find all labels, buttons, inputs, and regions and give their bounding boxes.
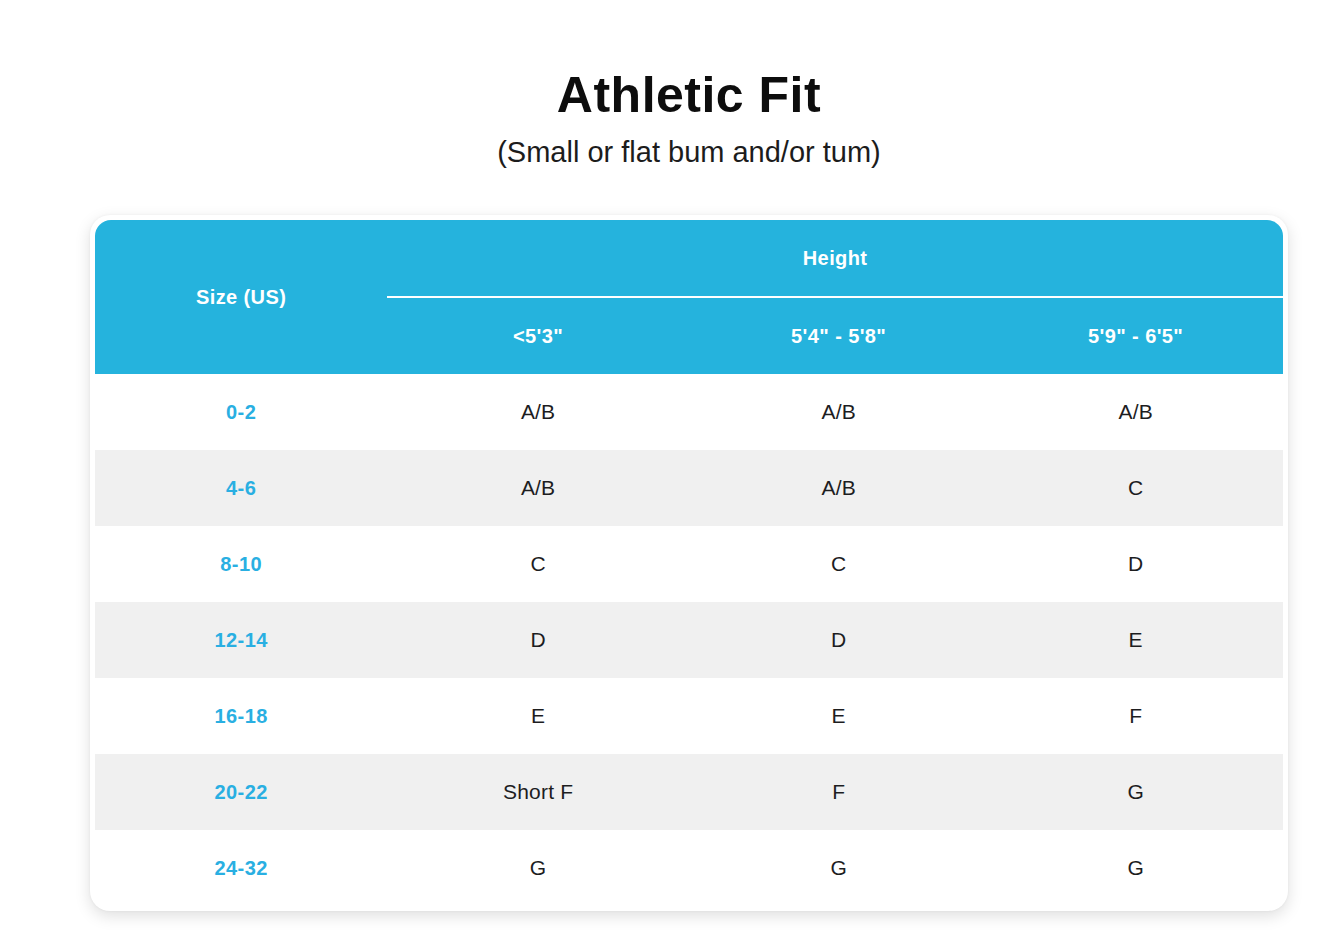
table-row: 20-22 Short F F G bbox=[95, 754, 1283, 830]
size-cell: 20-22 bbox=[95, 781, 387, 804]
cup-cell: E bbox=[689, 704, 988, 728]
cup-cell: A/B bbox=[689, 400, 988, 424]
height-column-header-2: 5'4" - 5'8" bbox=[689, 298, 988, 374]
cup-cell: A/B bbox=[387, 476, 689, 500]
cup-cell: Short F bbox=[387, 780, 689, 804]
cup-cell: C bbox=[689, 552, 988, 576]
size-cell: 16-18 bbox=[95, 705, 387, 728]
cup-cell: E bbox=[988, 628, 1283, 652]
table-header: Size (US) Height <5'3" 5'4" - 5'8" 5'9" … bbox=[95, 220, 1283, 374]
page-title: Athletic Fit bbox=[90, 0, 1288, 124]
table-body: 0-2 A/B A/B A/B 4-6 A/B A/B C 8-10 C C D bbox=[95, 374, 1283, 906]
cup-cell: A/B bbox=[689, 476, 988, 500]
size-chart-table: Size (US) Height <5'3" 5'4" - 5'8" 5'9" … bbox=[95, 220, 1283, 906]
cup-cell: C bbox=[988, 476, 1283, 500]
table-row: 16-18 E E F bbox=[95, 678, 1283, 754]
size-cell: 24-32 bbox=[95, 857, 387, 880]
cup-cell: C bbox=[387, 552, 689, 576]
table-row: 24-32 G G G bbox=[95, 830, 1283, 906]
table-row: 0-2 A/B A/B A/B bbox=[95, 374, 1283, 450]
size-cell: 0-2 bbox=[95, 401, 387, 424]
table-row: 8-10 C C D bbox=[95, 526, 1283, 602]
content-container: Athletic Fit (Small or flat bum and/or t… bbox=[90, 0, 1288, 911]
cup-cell: E bbox=[387, 704, 689, 728]
height-column-header-1: <5'3" bbox=[387, 298, 689, 374]
cup-cell: D bbox=[387, 628, 689, 652]
size-chart-card: Size (US) Height <5'3" 5'4" - 5'8" 5'9" … bbox=[90, 215, 1288, 911]
cup-cell: G bbox=[387, 856, 689, 880]
page-subtitle: (Small or flat bum and/or tum) bbox=[90, 136, 1288, 169]
cup-cell: F bbox=[988, 704, 1283, 728]
cup-cell: F bbox=[689, 780, 988, 804]
cup-cell: D bbox=[689, 628, 988, 652]
table-row: 12-14 D D E bbox=[95, 602, 1283, 678]
cup-cell: G bbox=[689, 856, 988, 880]
cup-cell: G bbox=[988, 856, 1283, 880]
size-column-header: Size (US) bbox=[95, 220, 387, 374]
cup-cell: D bbox=[988, 552, 1283, 576]
cup-cell: G bbox=[988, 780, 1283, 804]
cup-cell: A/B bbox=[387, 400, 689, 424]
size-cell: 12-14 bbox=[95, 629, 387, 652]
size-cell: 4-6 bbox=[95, 477, 387, 500]
size-cell: 8-10 bbox=[95, 553, 387, 576]
height-column-header-3: 5'9" - 6'5" bbox=[988, 298, 1283, 374]
cup-cell: A/B bbox=[988, 400, 1283, 424]
table-row: 4-6 A/B A/B C bbox=[95, 450, 1283, 526]
height-group-header: Height bbox=[387, 220, 1283, 296]
